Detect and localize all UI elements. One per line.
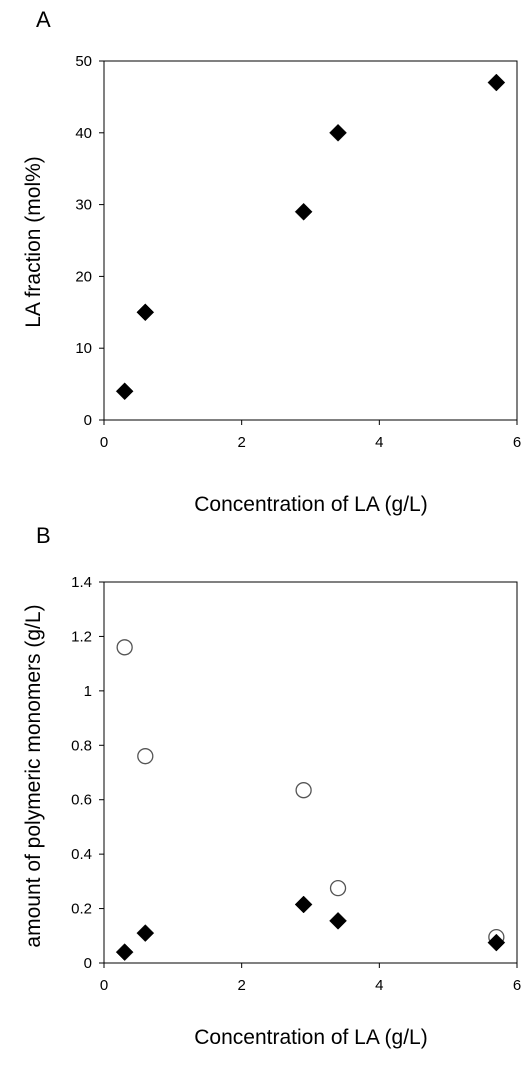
panel-b-y-tick-label: 0.6 [71, 792, 92, 809]
panel-a-diamond-point [329, 123, 347, 142]
panel-b-x-tick-label: 0 [100, 977, 108, 994]
panel-a-diamond-point [136, 303, 155, 322]
panel-b-y-axis-title: amount of polymeric monomers (g/L) [22, 604, 45, 947]
panel-b-y-tick-label: 0.8 [71, 737, 92, 754]
panel-b-circle-point [116, 639, 133, 656]
panel-a-x-tick-label: 2 [237, 434, 245, 451]
panel-a: A 0 10 20 30 40 50 0 2 4 6 Concentration of LA (g… [22, 7, 521, 516]
panel-a-diamond-point [487, 73, 506, 92]
panel-a-y-tick-label: 0 [84, 412, 92, 429]
panel-b-y-tick-label: 1.2 [71, 628, 92, 645]
panel-a-diamond-point [115, 382, 134, 401]
panel-b-y-tick-label: 0 [84, 955, 92, 972]
panel-b-circle-point [137, 748, 154, 765]
panel-a-diamond-point [294, 202, 313, 221]
panel-b: B 0 0.2 0.4 0.6 0.8 1 1.2 1.4 0 2 4 6 Concentration… [22, 523, 521, 1049]
panel-a-axes: 0 10 20 30 40 50 0 2 4 6 [75, 53, 521, 451]
panel-a-x-tick-label: 6 [513, 434, 521, 451]
panel-label-a: A [36, 7, 51, 32]
panel-a-x-tick-label: 4 [375, 434, 383, 451]
panel-b-marks [115, 639, 506, 961]
panel-a-plot-frame [103, 60, 518, 421]
panel-a-y-tick-label: 20 [75, 268, 92, 285]
panel-b-x-tick-label: 6 [513, 977, 521, 994]
panel-a-y-tick-label: 50 [75, 53, 92, 70]
panel-b-diamond-point [329, 911, 347, 930]
panel-b-axes: 0 0.2 0.4 0.6 0.8 1 1.2 1.4 0 2 4 6 [71, 574, 521, 994]
panel-b-plot-frame [103, 581, 518, 964]
panel-a-x-tick-label: 0 [100, 434, 108, 451]
panel-a-y-tick-label: 10 [75, 340, 92, 357]
panel-b-diamond-point [294, 895, 313, 914]
panel-a-x-axis-title: Concentration of LA (g/L) [194, 493, 427, 516]
panel-b-y-tick-label: 0.4 [71, 846, 92, 863]
panel-b-diamond-point [487, 933, 506, 952]
panel-b-x-tick-label: 4 [375, 977, 383, 994]
panel-b-diamond-point [136, 924, 155, 942]
panel-b-y-tick-label: 1.4 [71, 574, 92, 591]
panel-b-y-tick-label: 0.2 [71, 901, 92, 918]
panel-b-x-tick-label: 2 [237, 977, 245, 994]
panel-a-y-tick-label: 30 [75, 197, 92, 214]
panel-b-diamond-point [115, 943, 134, 961]
panel-a-y-tick-label: 40 [75, 125, 92, 142]
panel-label-b: B [36, 523, 51, 548]
panel-b-x-axis-title: Concentration of LA (g/L) [194, 1026, 427, 1049]
panel-a-marks [115, 73, 506, 401]
panel-b-circle-point [329, 880, 347, 897]
panel-a-y-axis-title: LA fraction (mol%) [22, 156, 45, 328]
panel-b-y-tick-label: 1 [84, 683, 92, 700]
panel-b-circle-point [295, 782, 312, 799]
